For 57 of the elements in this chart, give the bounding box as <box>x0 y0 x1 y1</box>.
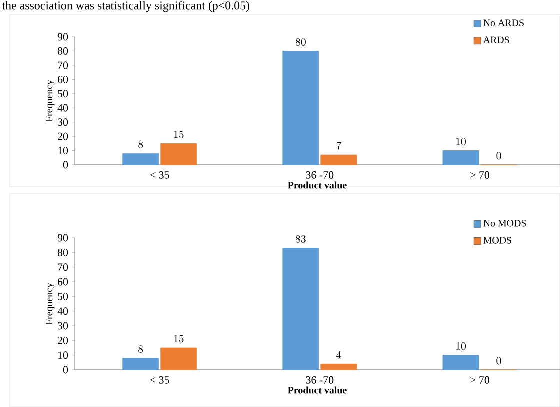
data-label: 15 <box>174 130 184 138</box>
y-axis-title: Frequency <box>46 283 55 325</box>
x-axis-title: Product value <box>288 386 347 394</box>
x-tick-label: > 70 <box>470 376 490 384</box>
y-tick-label: 40 <box>58 308 68 316</box>
y-tick-label: 50 <box>58 292 68 300</box>
legend-label: ARDS <box>483 36 510 44</box>
data-label: 10 <box>456 138 466 146</box>
x-tick-label: > 70 <box>470 172 490 179</box>
y-tick-label: 0 <box>63 366 68 374</box>
bar <box>320 364 358 370</box>
y-tick-label: 60 <box>58 76 68 84</box>
data-label: 4 <box>336 351 342 359</box>
y-tick-label: 30 <box>58 322 68 330</box>
data-label: 0 <box>496 357 502 365</box>
data-label: 8 <box>138 345 144 353</box>
y-tick-label: 20 <box>58 336 68 344</box>
y-tick-label: 30 <box>58 118 68 126</box>
y-tick-label: 20 <box>58 132 68 140</box>
bar <box>282 248 320 370</box>
data-label: 83 <box>296 235 306 243</box>
y-tick-label: 80 <box>58 248 68 256</box>
legend-label: MODS <box>484 237 512 244</box>
y-tick-label: 90 <box>58 234 68 242</box>
y-tick-label: 90 <box>58 33 68 41</box>
data-label: 7 <box>336 142 342 150</box>
bar <box>442 150 480 166</box>
y-tick-label: 10 <box>58 352 68 360</box>
x-tick-label: < 35 <box>150 376 170 384</box>
y-tick-label: 40 <box>58 104 68 112</box>
y-tick-label: 50 <box>58 90 68 98</box>
data-label: 8 <box>138 140 144 148</box>
bar <box>160 143 198 166</box>
data-label: 80 <box>296 38 306 46</box>
legend-label: No MODS <box>484 220 526 227</box>
y-tick-label: 70 <box>58 264 68 272</box>
bar <box>122 153 160 166</box>
y-tick-label: 60 <box>58 278 68 286</box>
bar <box>320 154 358 166</box>
y-tick-label: 70 <box>58 62 68 70</box>
x-axis-title: Product value <box>288 182 347 189</box>
y-tick-label: 0 <box>63 161 68 169</box>
data-label: 10 <box>456 342 466 350</box>
data-label: 15 <box>174 335 184 343</box>
x-tick-label: 36 -70 <box>306 172 334 179</box>
bar <box>282 51 320 166</box>
y-tick-label: 10 <box>58 147 68 154</box>
x-tick-label: < 35 <box>150 172 170 179</box>
x-tick-label: 36 -70 <box>306 376 334 384</box>
text: the association was statistically significant (p<0.05) <box>2 1 250 12</box>
y-axis-title: Frequency <box>46 80 55 122</box>
y-tick-label: 80 <box>58 48 68 55</box>
data-label: 0 <box>496 152 502 160</box>
bar <box>442 355 480 370</box>
bar <box>122 358 160 370</box>
bar <box>160 348 198 370</box>
legend-label: No ARDS <box>484 20 524 26</box>
